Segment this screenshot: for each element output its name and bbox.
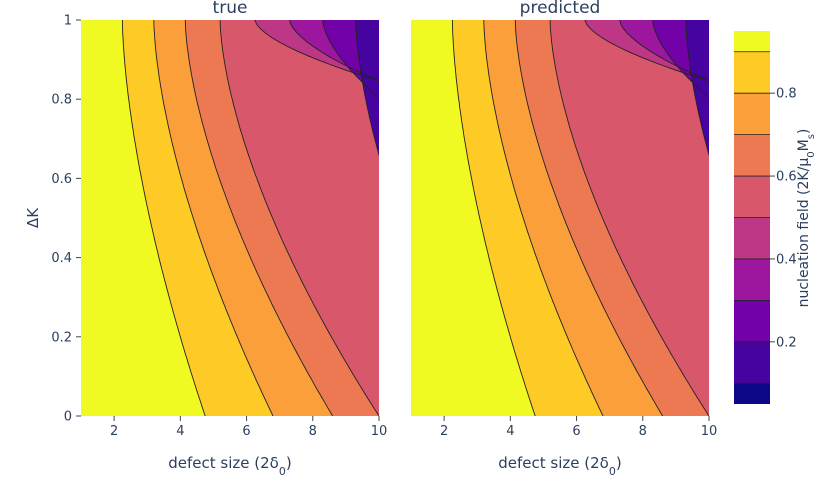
contour-line-1 <box>121 20 206 416</box>
contour-band-4 <box>220 20 379 416</box>
x-tick-label: 6 <box>572 424 580 439</box>
contour-line-3 <box>514 20 663 416</box>
colorbar-band <box>734 134 770 177</box>
panel-true: true 2 4 6 8 10 defect size (2δ0) <box>81 0 387 478</box>
contour-line-8 <box>685 20 709 157</box>
panel-predicted: predicted 2 4 6 8 10 defect size (2δ0) <box>411 0 717 478</box>
colorbar-band <box>734 341 770 384</box>
colorbar <box>734 31 770 404</box>
y-tick-label: 0.4 <box>51 251 72 266</box>
y-tick-label: 1 <box>64 14 72 29</box>
colorbar-band <box>734 383 770 404</box>
contour-plot-predicted <box>411 20 709 416</box>
contour-line-1 <box>451 20 536 416</box>
x-tick-label: 10 <box>371 424 388 439</box>
x-axis-ticks-predicted: 2 4 6 8 10 <box>440 416 717 439</box>
panel-title-true: true <box>213 0 248 18</box>
contour-line-7 <box>652 20 709 99</box>
x-tick-label: 2 <box>110 424 118 439</box>
colorbar-tick-label: 0.2 <box>776 335 797 350</box>
y-tick-label: 0.6 <box>51 172 72 187</box>
x-axis-ticks-true: 2 4 6 8 10 <box>110 416 387 439</box>
contour-line-7 <box>322 20 379 99</box>
contour-line-4 <box>219 20 379 416</box>
contour-band-4 <box>550 20 709 416</box>
panel-title-predicted: predicted <box>520 0 601 18</box>
x-axis-title-true: defect size (2δ0) <box>168 454 291 478</box>
y-tick-label: 0 <box>64 410 72 425</box>
colorbar-tick-label: 0.6 <box>776 170 797 185</box>
x-tick-label: 8 <box>309 424 317 439</box>
contour-line-2 <box>153 20 274 416</box>
colorbar-tick-label: 0.4 <box>776 252 797 267</box>
x-tick-label: 10 <box>701 424 718 439</box>
colorbar-title: nucleation field (2K/μ0Ms) <box>796 129 817 308</box>
y-tick-label: 0.2 <box>51 330 72 345</box>
x-tick-label: 4 <box>176 424 184 439</box>
contour-line-3 <box>184 20 333 416</box>
x-axis-title-predicted: defect size (2δ0) <box>498 454 621 478</box>
colorbar-band <box>734 217 770 259</box>
colorbar-band <box>734 300 770 342</box>
contour-line-4 <box>549 20 709 416</box>
colorbar-band <box>734 258 770 301</box>
contour-plot-true <box>81 20 379 416</box>
x-tick-label: 8 <box>639 424 647 439</box>
colorbar-tick-label: 0.8 <box>776 87 797 102</box>
x-tick-label: 2 <box>440 424 448 439</box>
contour-line-8 <box>355 20 379 157</box>
colorbar-band <box>734 51 770 94</box>
y-tick-label: 0.8 <box>51 93 72 108</box>
colorbar-band <box>734 93 770 135</box>
y-axis-title: ΔK <box>24 207 42 228</box>
x-tick-label: 6 <box>242 424 250 439</box>
y-axis-ticks: 0 0.2 0.4 0.6 0.8 1 <box>51 14 81 425</box>
colorbar-band <box>734 31 770 52</box>
contour-line-2 <box>483 20 604 416</box>
x-tick-label: 4 <box>506 424 514 439</box>
colorbar-band <box>734 176 770 218</box>
colorbar-ticks: 0.2 0.4 0.6 0.8 <box>770 87 797 350</box>
